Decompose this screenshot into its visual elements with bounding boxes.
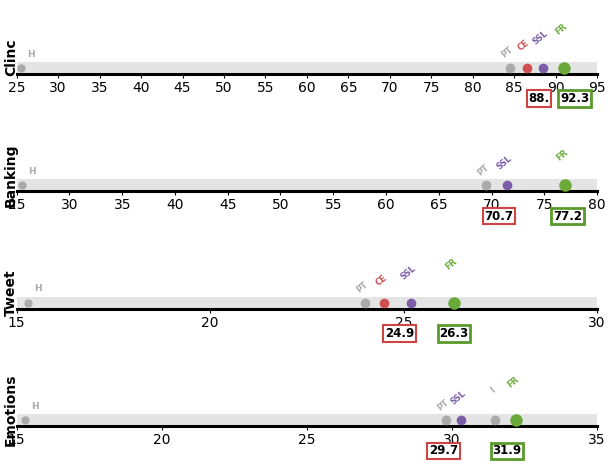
Y-axis label: Banking: Banking [4,143,18,206]
Text: I: I [489,385,497,394]
Bar [16,297,597,309]
Text: SSL: SSL [531,28,550,46]
Text: PT: PT [436,397,451,412]
Text: 77.2: 77.2 [553,210,582,223]
Text: H: H [27,50,34,59]
Y-axis label: Emotions: Emotions [4,374,18,446]
Text: 92.3: 92.3 [560,92,589,105]
Text: SSL: SSL [399,263,418,281]
Text: 24.9: 24.9 [385,327,414,340]
Text: H: H [31,402,39,411]
Text: 26.3: 26.3 [439,327,468,340]
Text: CE: CE [516,38,531,52]
Text: H: H [28,167,35,176]
Text: 70.7: 70.7 [484,210,514,223]
Text: FR: FR [443,257,459,272]
Bar [16,62,597,74]
Text: FR: FR [555,148,570,162]
Bar [16,414,597,426]
Text: SSL: SSL [448,389,467,406]
Text: CE: CE [374,273,389,287]
Y-axis label: Clinc: Clinc [4,38,18,76]
Text: PT: PT [500,45,515,60]
Text: PT: PT [354,280,370,295]
Text: 31.9: 31.9 [492,445,522,457]
Text: PT: PT [476,163,491,177]
Text: FR: FR [505,375,520,389]
Text: 29.7: 29.7 [429,445,458,457]
Bar [16,179,597,191]
Text: 88.: 88. [528,92,550,105]
Text: H: H [34,284,41,293]
Text: FR: FR [553,22,569,37]
Y-axis label: Tweet: Tweet [4,269,18,316]
Text: SSL: SSL [495,154,514,171]
